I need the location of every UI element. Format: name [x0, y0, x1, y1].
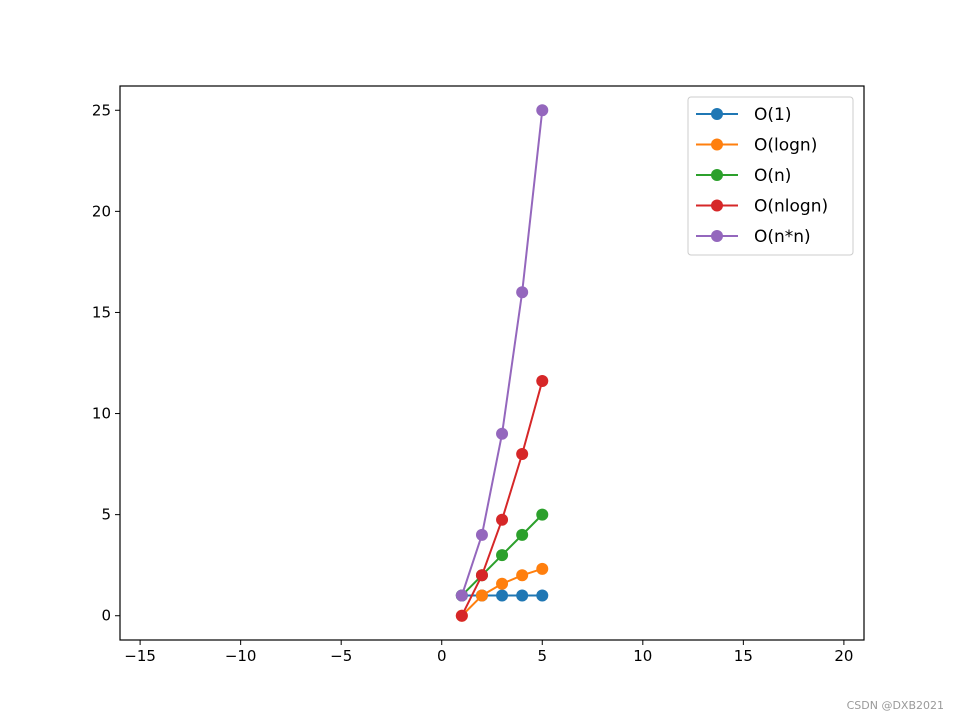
data-point	[536, 104, 549, 117]
legend-entry: O(logn)	[696, 136, 817, 156]
legend-entry: O(n)	[696, 166, 791, 186]
y-tick-label: 25	[92, 101, 111, 119]
x-tick-label: −5	[330, 647, 352, 665]
data-point	[475, 528, 488, 541]
legend-marker-swatch	[711, 108, 723, 120]
y-tick-label: 5	[101, 506, 111, 524]
data-point	[536, 508, 549, 521]
data-point	[475, 589, 488, 602]
data-point	[536, 562, 549, 575]
legend-entry: O(1)	[696, 105, 791, 125]
x-tick-label: 5	[537, 647, 547, 665]
data-point	[496, 589, 509, 602]
data-point	[455, 609, 468, 622]
x-tick-label: −10	[225, 647, 257, 665]
data-point	[536, 589, 549, 602]
legend-marker-swatch	[711, 199, 723, 212]
legend: O(1) O(logn) O(n) O(nlogn) O(n*n)	[687, 96, 854, 256]
data-point	[455, 589, 468, 602]
y-axis: 0 5 10 15 20 25	[92, 101, 120, 625]
legend-marker-swatch	[711, 169, 723, 181]
legend-marker-swatch	[711, 138, 723, 151]
data-point	[516, 528, 529, 541]
legend-entry: O(nlogn)	[696, 197, 828, 217]
data-point	[496, 427, 509, 440]
legend-frame	[687, 96, 854, 256]
data-point	[496, 577, 509, 590]
data-point	[536, 374, 549, 387]
legend-label: O(1)	[754, 105, 791, 125]
legend-label: O(nlogn)	[754, 197, 828, 217]
axes-frame	[119, 85, 865, 641]
x-tick-label: −15	[124, 647, 156, 665]
x-tick-label: 15	[734, 647, 753, 665]
y-tick-label: 0	[101, 607, 111, 625]
data-point	[475, 569, 488, 582]
y-tick-label: 10	[92, 405, 111, 423]
series-layer	[455, 104, 549, 622]
data-point	[516, 286, 529, 299]
y-tick-label: 15	[92, 303, 111, 321]
x-tick-label: 10	[633, 647, 652, 665]
data-point	[516, 447, 529, 460]
data-point	[516, 589, 529, 602]
legend-label: O(n)	[754, 166, 791, 186]
x-tick-label: 20	[834, 647, 853, 665]
x-axis: −15 −10 −5 0 5 10 15 20	[124, 640, 853, 665]
watermark: CSDN @DXB2021	[846, 699, 944, 712]
data-point	[496, 549, 509, 562]
data-point	[516, 569, 529, 582]
legend-marker-swatch	[711, 230, 723, 242]
legend-label: O(n*n)	[754, 227, 811, 247]
y-tick-label: 20	[92, 202, 111, 220]
legend-entry: O(n*n)	[696, 227, 811, 247]
data-point	[496, 513, 509, 526]
legend-label: O(logn)	[754, 136, 817, 156]
x-tick-label: 0	[437, 647, 447, 665]
